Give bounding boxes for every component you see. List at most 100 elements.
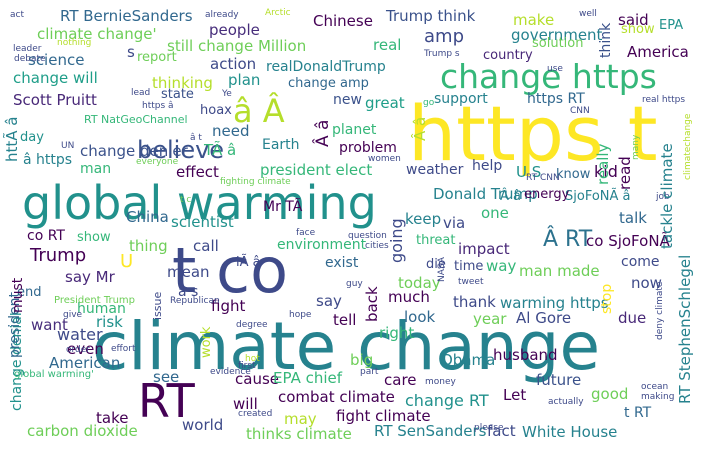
cloud-word: use: [547, 64, 563, 74]
cloud-word: Trump think: [386, 7, 476, 25]
cloud-word: RT StephenSchlegel: [676, 254, 694, 404]
cloud-word: cities: [365, 241, 389, 251]
cloud-word: lead: [131, 88, 151, 98]
cloud-word: already: [205, 10, 239, 20]
cloud-word: back: [363, 286, 381, 322]
cloud-word: cause: [235, 370, 279, 388]
cloud-word: really: [594, 143, 612, 185]
cloud-word: still change Million: [167, 37, 307, 55]
cloud-word: great: [365, 94, 405, 112]
cloud-word: nothing: [57, 38, 92, 48]
cloud-word: president elect: [260, 161, 373, 179]
cloud-word: RT NatGeoChannel: [84, 113, 188, 126]
cloud-word: help: [472, 158, 503, 174]
cloud-word: face: [296, 228, 316, 238]
cloud-word: look: [404, 308, 436, 326]
cloud-word: U: [120, 251, 134, 272]
cloud-word: believe: [137, 136, 225, 164]
cloud-word: climate change': [37, 25, 157, 43]
cloud-word: now: [631, 274, 662, 292]
cloud-word: going: [387, 218, 406, 263]
cloud-word: hoax: [200, 103, 232, 118]
cloud-word: government: [511, 26, 603, 44]
cloud-word: want: [31, 316, 68, 334]
cloud-word: White House: [522, 423, 618, 441]
cloud-word: problem: [339, 140, 397, 156]
cloud-word: stop: [599, 283, 615, 314]
cloud-word: climate change: [92, 308, 601, 385]
cloud-word: talk: [619, 209, 647, 227]
cloud-word: https â: [142, 101, 174, 111]
cloud-word: change denier: [80, 142, 188, 160]
cloud-word: https RT: [527, 91, 585, 107]
cloud-word: co RT: [27, 228, 65, 244]
cloud-word: hope: [289, 310, 312, 320]
cloud-word: thank: [453, 293, 496, 311]
cloud-word: man: [80, 161, 112, 177]
cloud-word: state: [161, 87, 194, 102]
cloud-word: actually: [548, 397, 584, 407]
cloud-word: exist: [325, 255, 359, 271]
cloud-word: RT: [138, 374, 195, 428]
cloud-word: thing: [129, 237, 168, 255]
cloud-word: Chinese: [313, 12, 373, 30]
cloud-word: threat: [416, 233, 456, 248]
cloud-word: care: [384, 371, 417, 389]
cloud-word: report: [137, 50, 177, 65]
cloud-word: Scott Pruitt: [13, 91, 97, 109]
cloud-word: way: [486, 257, 517, 275]
cloud-word: debate: [14, 54, 46, 64]
cloud-word: due: [618, 309, 647, 327]
cloud-word: end: [17, 285, 42, 300]
cloud-word: solution: [532, 36, 584, 51]
cloud-word: see: [153, 368, 180, 386]
cloud-word: tackle climate: [658, 143, 676, 249]
cloud-word: climatechange: [683, 113, 693, 180]
cloud-word: carbon dioxide: [27, 422, 138, 440]
cloud-word: evidence: [210, 367, 251, 377]
cloud-word: Earth: [262, 137, 300, 153]
cloud-word: environment: [277, 237, 367, 253]
cloud-word: iÃ â: [236, 255, 261, 270]
cloud-word: die: [426, 257, 446, 272]
cloud-word: new: [333, 92, 362, 108]
cloud-word: husband: [493, 346, 558, 364]
cloud-word: EPA: [659, 18, 684, 33]
cloud-word: TÃ â: [204, 141, 237, 159]
cloud-word: water: [57, 325, 103, 344]
cloud-word: amp: [424, 26, 464, 47]
cloud-word: UN: [61, 141, 75, 151]
cloud-word: s: [127, 43, 135, 61]
cloud-word: real: [373, 36, 402, 54]
cloud-word: job: [656, 192, 670, 202]
cloud-word: issue: [151, 291, 164, 320]
cloud-word: CNN: [570, 106, 590, 116]
cloud-word: fact: [487, 422, 516, 440]
cloud-word: keep: [405, 210, 442, 228]
cloud-word: take: [96, 409, 129, 427]
cloud-word: deny climate: [655, 281, 665, 340]
cloud-word: must: [10, 277, 26, 313]
cloud-word: change https: [440, 57, 657, 96]
cloud-word: big: [350, 351, 374, 369]
cloud-word: impact: [458, 240, 510, 258]
cloud-word: make: [513, 11, 555, 29]
cloud-word: leader: [13, 44, 42, 54]
cloud-word: httÃ â: [3, 116, 21, 163]
cloud-word: today: [398, 274, 441, 292]
cloud-word: may: [284, 410, 317, 428]
cloud-word: NASA: [437, 257, 447, 282]
cloud-word: money: [425, 377, 456, 387]
cloud-word: American: [49, 354, 121, 372]
cloud-word: hot: [245, 354, 260, 364]
cloud-word: read: [616, 156, 634, 190]
cloud-word: plan: [228, 71, 261, 89]
cloud-word: Mr TÃ: [263, 199, 303, 215]
cloud-word: act: [10, 10, 24, 20]
cloud-word: scientist: [171, 213, 234, 231]
cloud-word: ocean: [641, 382, 669, 392]
cloud-word: combat climate: [278, 388, 395, 406]
cloud-word: created: [238, 409, 273, 419]
cloud-word: question: [348, 231, 387, 241]
cloud-word: Â â: [411, 116, 429, 141]
